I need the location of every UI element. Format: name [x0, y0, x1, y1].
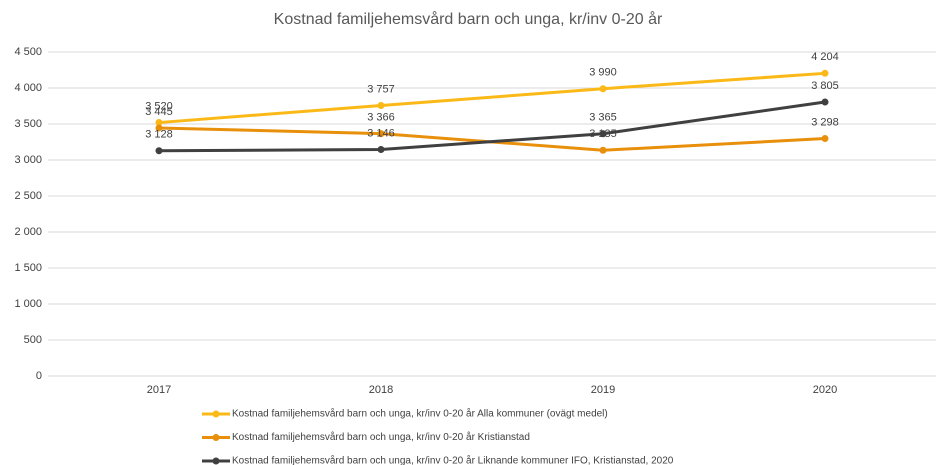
y-tick-label: 4 500: [14, 46, 42, 58]
data-point: [377, 130, 385, 138]
data-label: 3 805: [811, 80, 839, 92]
data-point: [155, 124, 163, 132]
x-tick-label: 2017: [147, 384, 171, 396]
data-point: [599, 85, 607, 93]
legend-marker: [212, 457, 220, 465]
y-tick-label: 1 000: [14, 298, 42, 310]
data-point: [821, 98, 829, 106]
legend-marker: [212, 410, 220, 418]
data-point: [377, 145, 385, 153]
data-point: [599, 130, 607, 138]
data-label: 3 128: [145, 129, 173, 141]
data-label: 3 520: [145, 100, 173, 112]
legend-label: Kostnad familjehemsvård barn och unga, k…: [232, 455, 674, 465]
x-tick-label: 2020: [813, 384, 837, 396]
data-label: 4 204: [811, 51, 839, 63]
data-label: 3 366: [367, 112, 395, 124]
data-point: [377, 101, 385, 109]
y-tick-label: 2 000: [14, 226, 42, 238]
data-label: 3 990: [589, 67, 617, 79]
data-point: [821, 135, 829, 143]
legend-marker: [212, 434, 220, 441]
data-point: [155, 147, 163, 155]
data-label: 3 365: [589, 112, 617, 124]
y-tick-label: 3 000: [14, 154, 42, 166]
series-line: [158, 126, 826, 152]
data-label: 3 445: [145, 106, 173, 118]
data-label: 3 146: [367, 127, 395, 139]
series-line: [158, 71, 826, 125]
x-tick-label: 2019: [591, 384, 615, 396]
data-point: [155, 119, 163, 127]
y-tick-label: 3 500: [14, 118, 42, 130]
y-tick-label: 1 500: [14, 262, 42, 274]
series-line: [158, 100, 826, 153]
x-tick-label: 2018: [369, 384, 393, 396]
y-tick-label: 500: [24, 334, 42, 346]
y-tick-label: 4 000: [14, 82, 42, 94]
legend-label: Kostnad familjehemsvård barn och unga, k…: [232, 431, 530, 443]
data-label: 3 757: [367, 83, 395, 95]
chart-title: Kostnad familjehemsvård barn och unga, k…: [274, 10, 663, 28]
data-point: [821, 69, 829, 77]
y-tick-label: 2 500: [14, 190, 42, 202]
data-label: 3 298: [811, 116, 839, 128]
data-point: [599, 146, 607, 154]
legend-label: Kostnad familjehemsvård barn och unga, k…: [232, 408, 608, 420]
y-tick-label: 0: [36, 370, 42, 382]
